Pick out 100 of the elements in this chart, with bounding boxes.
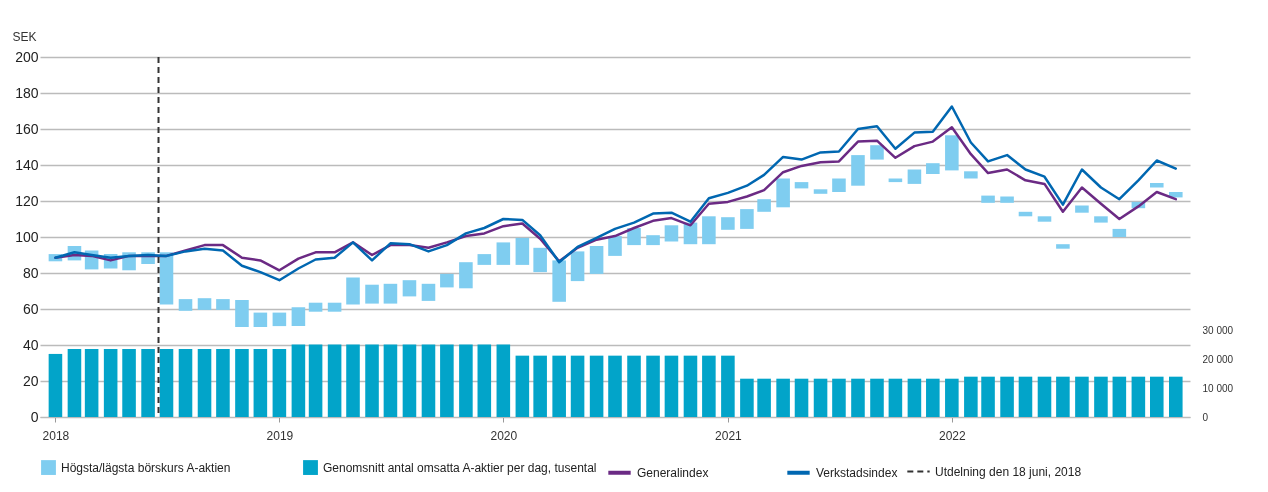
y-axis-title: SEK <box>12 29 37 44</box>
bar <box>907 378 922 417</box>
bar <box>870 378 884 417</box>
bar <box>459 344 473 417</box>
bar <box>740 209 754 229</box>
bar <box>122 349 136 417</box>
bar <box>1075 376 1089 417</box>
bar <box>832 178 846 192</box>
x-tick-label: 2021 <box>715 428 743 443</box>
y-tick-label: 40 <box>22 336 39 353</box>
bar <box>664 225 679 242</box>
bar <box>945 135 959 171</box>
bar <box>757 199 771 212</box>
bar <box>197 349 212 417</box>
bar <box>1094 376 1108 417</box>
bar <box>421 283 436 301</box>
bar <box>159 252 174 305</box>
bar <box>440 273 454 288</box>
legend-label: Genomsnitt antal omsatta A-aktier per dag, tusental <box>323 460 597 475</box>
bar <box>926 163 940 174</box>
bar <box>346 344 360 417</box>
bar <box>84 349 99 417</box>
bar <box>589 246 604 274</box>
y-tick-label: 160 <box>15 120 39 137</box>
bar <box>496 344 511 417</box>
bar <box>308 344 323 417</box>
bar <box>141 349 155 417</box>
bar <box>1169 192 1183 198</box>
bar <box>851 378 865 417</box>
bar <box>459 262 473 289</box>
bar <box>552 355 566 417</box>
bar <box>981 195 995 203</box>
bar <box>496 242 511 265</box>
bar <box>1149 376 1164 417</box>
bar <box>870 145 884 160</box>
bar <box>477 344 492 417</box>
bar <box>907 169 922 184</box>
bar <box>402 280 417 297</box>
bar <box>216 349 230 417</box>
y-tick-label: 60 <box>22 300 39 317</box>
bar <box>702 216 716 245</box>
bar <box>253 349 268 417</box>
bar <box>1056 244 1070 249</box>
bar <box>627 355 641 417</box>
bar <box>235 349 249 417</box>
y-tick-label: 0 <box>30 408 39 425</box>
bar <box>272 312 287 327</box>
legend-label: Generalindex <box>637 465 709 480</box>
bar <box>813 189 828 194</box>
bar <box>1112 376 1127 417</box>
bar <box>683 355 698 417</box>
legend-label: Verkstadsindex <box>816 465 898 480</box>
bar <box>1000 196 1014 203</box>
bar <box>646 235 660 246</box>
bar <box>308 302 323 312</box>
y-tick-label: 100 <box>15 228 39 245</box>
legend-label: Högsta/lägsta börskurs A-aktien <box>61 460 231 475</box>
bar <box>888 378 903 417</box>
y2-tick-label: 10 000 <box>1202 382 1234 394</box>
bar <box>365 284 379 304</box>
bar <box>851 155 865 186</box>
bar <box>67 349 82 417</box>
bar <box>1112 228 1127 237</box>
y2-tick-label: 20 000 <box>1202 353 1234 365</box>
bar <box>964 376 978 417</box>
bar <box>813 378 828 417</box>
bar <box>1075 205 1089 213</box>
bar <box>1018 376 1033 417</box>
bar <box>721 355 735 417</box>
bar <box>589 355 604 417</box>
y-tick-label: 140 <box>15 156 39 173</box>
x-tick-label: 2019 <box>266 428 294 443</box>
bar <box>1037 216 1052 222</box>
bar <box>291 307 306 327</box>
bar <box>757 378 771 417</box>
bar <box>533 355 547 417</box>
y-tick-label: 200 <box>15 48 39 65</box>
bar <box>272 349 287 417</box>
bar <box>103 349 118 417</box>
bar <box>48 353 63 417</box>
bar <box>608 355 622 417</box>
bar <box>570 355 585 417</box>
bar <box>159 349 174 417</box>
y-tick-label: 20 <box>22 372 39 389</box>
bar <box>664 355 679 417</box>
bar <box>383 283 398 304</box>
bar <box>533 247 547 273</box>
bar <box>440 344 454 417</box>
bar <box>926 378 940 417</box>
bar <box>776 178 790 208</box>
bar <box>794 378 809 417</box>
bar <box>981 376 995 417</box>
bar <box>646 355 660 417</box>
bar <box>1056 376 1070 417</box>
bar <box>832 378 846 417</box>
bar <box>216 299 230 310</box>
bar <box>552 260 566 302</box>
bar <box>627 228 641 246</box>
y2-tick-label: 30 000 <box>1202 325 1234 337</box>
bar <box>1037 376 1052 417</box>
